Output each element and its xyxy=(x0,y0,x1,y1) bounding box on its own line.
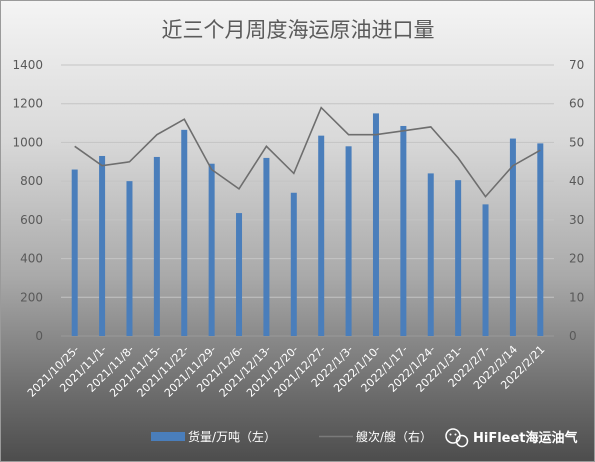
bar xyxy=(537,143,544,336)
series-line xyxy=(74,106,541,198)
watermark: HiFleet海运油气 xyxy=(445,428,578,448)
legend-label-bar: 货量/万吨（左） xyxy=(188,429,276,444)
y-right-tick-label: 30 xyxy=(569,213,584,227)
y-right-tick-label: 10 xyxy=(569,290,584,304)
bar xyxy=(99,155,106,336)
y-right-tick-label: 40 xyxy=(569,174,584,188)
legend: 货量/万吨（左） 艘次/艘（右） xyxy=(151,429,432,444)
y-left-tick-label: 400 xyxy=(20,252,43,266)
y-right-tick-label: 50 xyxy=(569,135,584,149)
bar xyxy=(153,156,160,336)
y-right-tick-label: 70 xyxy=(569,58,584,72)
y-left-tick-label: 1000 xyxy=(12,135,43,149)
bar xyxy=(372,113,379,337)
y-right-tick-label: 0 xyxy=(569,329,577,343)
y-left-tick-label: 1200 xyxy=(12,97,43,111)
bar xyxy=(126,181,133,336)
y-left-tick-label: 800 xyxy=(20,174,43,188)
bar xyxy=(455,180,462,336)
bar xyxy=(400,125,407,336)
bar xyxy=(427,173,434,336)
bar xyxy=(236,213,243,336)
bar xyxy=(181,129,188,336)
bar xyxy=(482,204,489,336)
y-right-tick-label: 60 xyxy=(569,97,584,111)
bar xyxy=(290,192,297,336)
y-left-tick-label: 0 xyxy=(35,329,43,343)
bar xyxy=(71,169,78,336)
bar xyxy=(345,146,352,336)
bar xyxy=(263,157,270,336)
chart-title: 近三个月周度海运原油进口量 xyxy=(162,18,435,42)
legend-swatch-bar xyxy=(151,432,185,441)
wechat-icon xyxy=(445,428,469,448)
y-left-tick-label: 600 xyxy=(20,213,43,227)
legend-label-line: 艘次/艘（右） xyxy=(356,429,432,444)
y-right-tick-label: 20 xyxy=(569,252,584,266)
y-left-tick-label: 1400 xyxy=(12,58,43,72)
bar xyxy=(509,138,516,336)
watermark-text: HiFleet海运油气 xyxy=(473,430,578,446)
bar xyxy=(318,135,325,336)
bar xyxy=(208,163,215,336)
y-left-tick-label: 200 xyxy=(20,290,43,304)
